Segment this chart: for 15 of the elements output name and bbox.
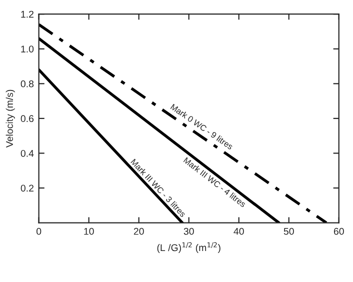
x-tick-label: 0 [36,228,42,235]
y-tick-label: 0.8 [20,80,34,88]
x-tick-label: 10 [84,228,94,235]
y-axis-title: Velocity (m/s) [6,90,15,148]
x-tick-label: 20 [134,228,144,235]
x-tick-label: 40 [234,228,244,235]
x-tick-label: 30 [184,228,194,235]
x-tick-label: 50 [284,228,294,235]
y-tick-label: 0.6 [20,115,34,122]
y-tick-label: 1.0 [21,46,34,52]
y-tick-label: 0.4 [20,150,34,157]
x-tick-label: 60 [334,228,344,235]
y-tick-label: 0.2 [20,184,34,192]
x-axis-title: (L /G)$^{1/2}$ (m$^{1/2}$) [157,242,220,254]
y-tick-label: 1.2 [21,10,34,18]
